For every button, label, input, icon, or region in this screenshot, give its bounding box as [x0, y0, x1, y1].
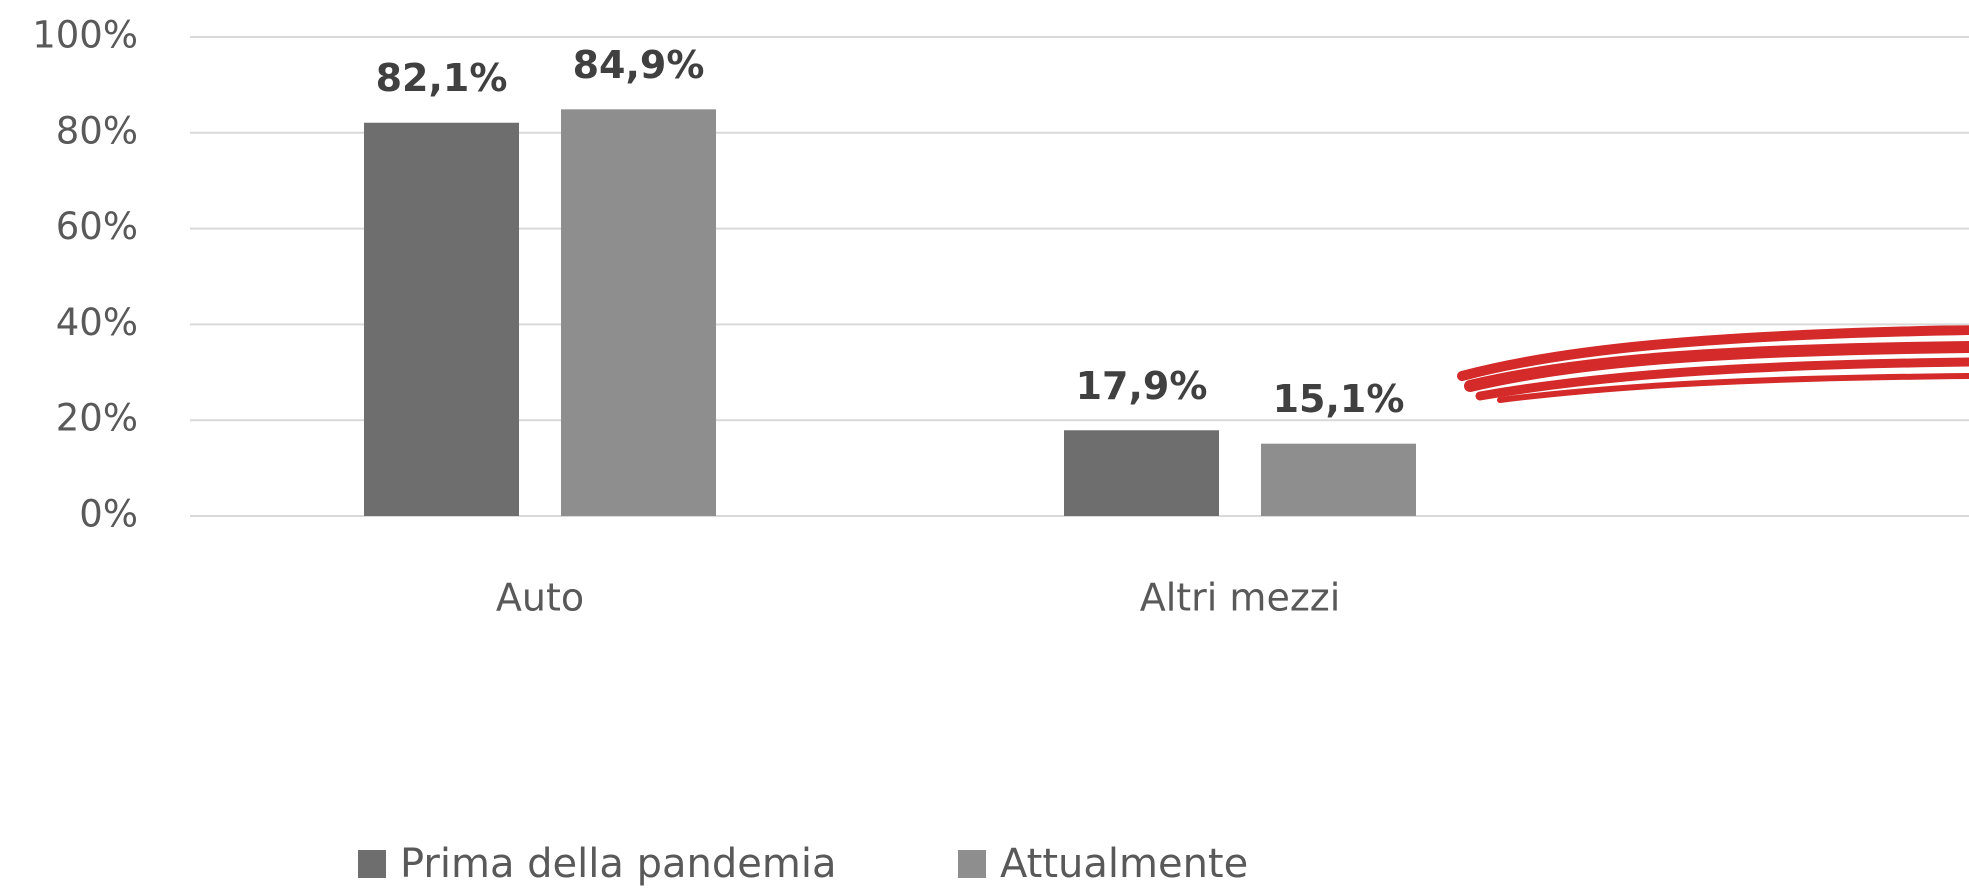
bar	[364, 123, 519, 516]
bar	[1261, 444, 1416, 516]
value-label: 15,1%	[1273, 377, 1405, 421]
legend-marker	[358, 850, 386, 878]
x-tick-label: Auto	[496, 576, 584, 620]
chart: 0% 20% 40% 60% 80% 100% Auto 82,1% 84,9% Altri me…	[0, 0, 1969, 895]
x-tick-label: Altri mezzi	[1140, 576, 1341, 620]
bar	[561, 109, 716, 516]
value-label: 17,9%	[1076, 364, 1208, 408]
value-label: 82,1%	[376, 56, 508, 100]
y-tick-label: 20%	[56, 397, 138, 440]
y-tick-label: 100%	[32, 14, 138, 57]
y-tick-label: 80%	[56, 109, 138, 152]
legend-label: Prima della pandemia	[400, 841, 836, 887]
decoration	[1462, 330, 1969, 400]
legend-marker	[958, 850, 986, 878]
value-label: 84,9%	[573, 43, 705, 87]
y-tick-label: 0%	[79, 493, 138, 536]
y-tick-label: 60%	[56, 205, 138, 248]
legend-label: Attualmente	[1000, 841, 1248, 887]
bar	[1064, 430, 1219, 516]
y-tick-label: 40%	[56, 301, 138, 344]
